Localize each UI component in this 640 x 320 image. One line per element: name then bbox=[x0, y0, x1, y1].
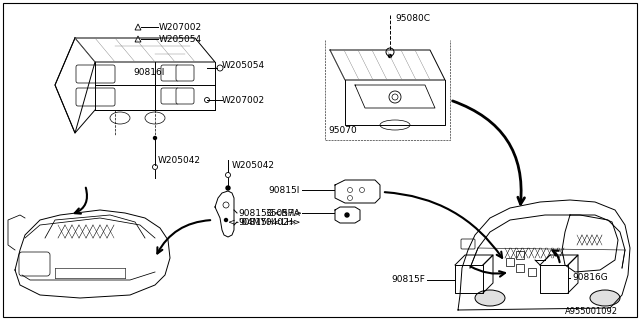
Text: 95080C: 95080C bbox=[395, 13, 430, 22]
Text: W205042: W205042 bbox=[232, 161, 275, 170]
Text: 90815G<RH>: 90815G<RH> bbox=[238, 209, 302, 218]
Bar bbox=[516, 251, 524, 259]
Bar bbox=[528, 268, 536, 276]
Text: 90816I: 90816I bbox=[133, 68, 164, 76]
FancyArrowPatch shape bbox=[470, 266, 505, 276]
Text: W205054: W205054 bbox=[159, 35, 202, 44]
FancyArrowPatch shape bbox=[157, 220, 210, 253]
Text: 90815I: 90815I bbox=[269, 186, 300, 195]
Text: 90815F: 90815F bbox=[391, 276, 425, 284]
FancyBboxPatch shape bbox=[76, 88, 115, 106]
Text: W205054: W205054 bbox=[222, 60, 265, 69]
FancyBboxPatch shape bbox=[19, 252, 50, 276]
Text: W207002: W207002 bbox=[222, 95, 265, 105]
Text: W205042: W205042 bbox=[158, 156, 201, 164]
FancyBboxPatch shape bbox=[161, 88, 179, 104]
Ellipse shape bbox=[475, 290, 505, 306]
Text: <-'04MY0402>: <-'04MY0402> bbox=[228, 218, 296, 227]
FancyArrowPatch shape bbox=[552, 251, 559, 262]
FancyBboxPatch shape bbox=[76, 65, 115, 83]
FancyBboxPatch shape bbox=[176, 65, 194, 81]
Text: 90816G: 90816G bbox=[572, 274, 608, 283]
Text: A955001092: A955001092 bbox=[565, 308, 618, 316]
FancyBboxPatch shape bbox=[461, 239, 475, 249]
FancyArrowPatch shape bbox=[452, 101, 525, 204]
Text: 95070: 95070 bbox=[328, 125, 356, 134]
Bar bbox=[516, 264, 524, 272]
Text: W207002: W207002 bbox=[159, 22, 202, 31]
Circle shape bbox=[388, 54, 392, 58]
FancyBboxPatch shape bbox=[161, 65, 179, 81]
FancyArrowPatch shape bbox=[75, 188, 87, 214]
Circle shape bbox=[225, 219, 227, 221]
Circle shape bbox=[345, 213, 349, 217]
FancyArrowPatch shape bbox=[385, 192, 502, 258]
Text: 35057A: 35057A bbox=[265, 209, 300, 218]
Circle shape bbox=[154, 137, 157, 140]
Polygon shape bbox=[135, 36, 141, 42]
Polygon shape bbox=[135, 24, 141, 30]
Ellipse shape bbox=[590, 290, 620, 306]
Text: 90815H<LH>: 90815H<LH> bbox=[238, 218, 301, 227]
Bar bbox=[506, 258, 514, 266]
FancyBboxPatch shape bbox=[176, 88, 194, 104]
Circle shape bbox=[226, 186, 230, 190]
